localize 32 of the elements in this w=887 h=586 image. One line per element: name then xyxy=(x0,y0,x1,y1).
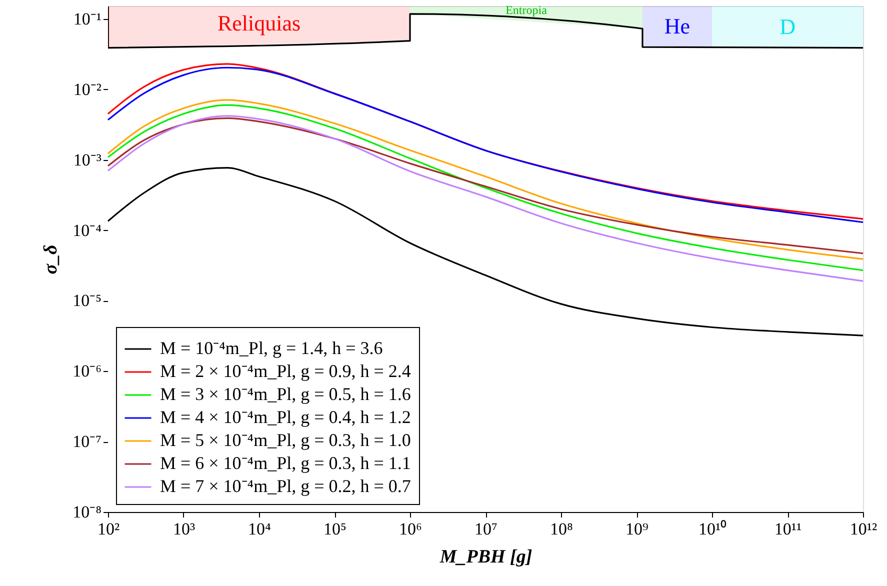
y-tick-label: 10⁻⁴ xyxy=(72,220,102,240)
x-tick-label: 10¹¹ xyxy=(774,520,802,538)
y-tick-label: 10⁻¹ xyxy=(73,10,102,29)
y-tick-label: 10⁻² xyxy=(73,80,102,99)
y-tick-label: 10⁻³ xyxy=(73,150,102,170)
legend-label: M = 5 × 10⁻⁴m_Pl, g = 0.3, h = 1.0 xyxy=(160,430,411,450)
x-tick-label: 10⁶ xyxy=(399,520,422,538)
band-label: Reliquias xyxy=(217,10,301,36)
y-tick-label: 10⁻⁵ xyxy=(72,291,102,310)
x-tick-label: 10⁸ xyxy=(550,520,574,538)
x-axis-title: M_PBH [g] xyxy=(438,546,532,568)
legend-label: M = 10⁻⁴m_Pl, g = 1.4, h = 3.6 xyxy=(160,338,383,358)
legend-label: M = 7 × 10⁻⁴m_Pl, g = 0.2, h = 0.7 xyxy=(160,476,411,496)
x-tick-label: 10⁴ xyxy=(248,520,272,538)
y-tick-label: 10⁻⁸ xyxy=(72,502,102,522)
band-label: Entropia xyxy=(506,2,548,17)
band-label: D xyxy=(780,14,796,39)
y-tick-label: 10⁻⁷ xyxy=(72,432,102,452)
x-tick-label: 10³ xyxy=(172,520,196,538)
x-tick-label: 10⁷ xyxy=(474,520,498,538)
legend-label: M = 6 × 10⁻⁴m_Pl, g = 0.3, h = 1.1 xyxy=(160,453,411,473)
legend-label: M = 3 × 10⁻⁴m_Pl, g = 0.5, h = 1.6 xyxy=(160,384,411,404)
legend-label: M = 2 × 10⁻⁴m_Pl, g = 0.9, h = 2.4 xyxy=(160,361,411,381)
band-label: He xyxy=(664,14,690,39)
x-tick-label: 10⁹ xyxy=(626,520,649,538)
x-tick-label: 10² xyxy=(97,520,120,538)
y-axis-title: σ_δ xyxy=(40,244,62,274)
legend-label: M = 4 × 10⁻⁴m_Pl, g = 0.4, h = 1.2 xyxy=(160,407,411,427)
x-tick-label: 10⁵ xyxy=(324,520,347,538)
y-tick-label: 10⁻⁶ xyxy=(72,362,102,381)
x-tick-label: 10¹² xyxy=(850,520,878,538)
x-tick-label: 10¹⁰ xyxy=(698,520,727,538)
